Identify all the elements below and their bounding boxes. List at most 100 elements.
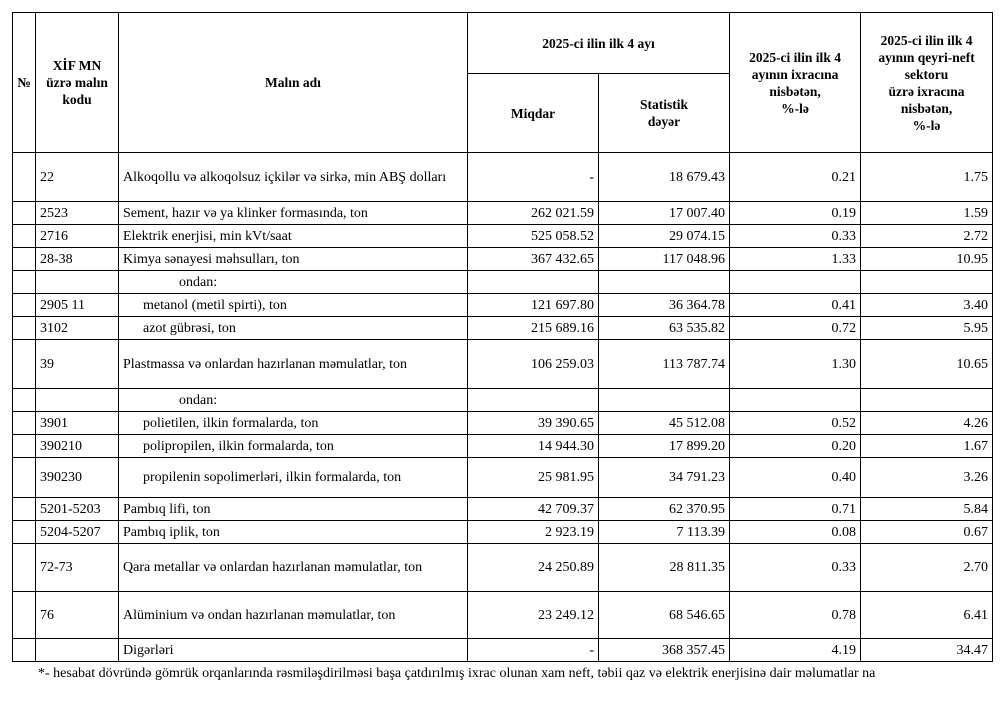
cell-share: 0.19 (729, 201, 862, 225)
header-cell: Statistik dəyər (597, 73, 731, 153)
cell-quantity: 42 709.37 (467, 497, 599, 521)
cell-share-nonoil: 6.41 (860, 591, 994, 639)
table-row: 76 Alüminium və ondan hazırlanan məmulatl… (12, 591, 994, 639)
cell-quantity: 24 250.89 (467, 543, 599, 592)
cell-value: 62 370.95 (597, 497, 731, 521)
cell-quantity: 23 249.12 (467, 591, 599, 639)
cell-share-nonoil: 3.40 (860, 293, 994, 317)
cell-share-nonoil: 1.67 (860, 434, 994, 458)
cell-no (12, 293, 36, 317)
cell-share: 0.52 (729, 411, 862, 435)
table-header: № XİF MN üzrə malın kodu Malın adı 2025-… (12, 12, 994, 153)
export-table: № XİF MN üzrə malın kodu Malın adı 2025-… (12, 12, 994, 662)
table-row: 2716 Elektrik enerjisi, min kVt/saat 525 0… (12, 224, 994, 248)
cell-value: 17 899.20 (597, 434, 731, 458)
cell-quantity (467, 270, 599, 294)
cell-code: 2716 (35, 224, 119, 248)
cell-code: 390230 (35, 457, 119, 498)
cell-no (12, 543, 36, 592)
cell-name: ondan: (118, 270, 468, 294)
cell-quantity: 262 021.59 (467, 201, 599, 225)
cell-name: Digərləri (118, 638, 468, 662)
cell-quantity: 215 689.16 (467, 316, 599, 340)
cell-code: 72-73 (35, 543, 119, 592)
cell-value: 7 113.39 (597, 520, 731, 544)
cell-code (35, 388, 119, 412)
cell-share-nonoil: 1.75 (860, 152, 994, 202)
table-row: 22 Alkoqollu və alkoqolsuz içkilər və sir… (12, 152, 994, 202)
cell-code: 2523 (35, 201, 119, 225)
cell-code: 390210 (35, 434, 119, 458)
cell-value: 28 811.35 (597, 543, 731, 592)
cell-share: 0.33 (729, 224, 862, 248)
cell-share: 4.19 (729, 638, 862, 662)
header-cell: Miqdar (467, 73, 599, 153)
cell-name: Kimya sənayesi məhsulları, ton (118, 247, 468, 271)
cell-code: 22 (35, 152, 119, 202)
cell-share: 0.72 (729, 316, 862, 340)
header-cell: 2025-ci ilin ilk 4 ayının ixracına nisbə… (729, 12, 862, 153)
table-row: ondan: (12, 388, 994, 412)
header-cell: № (12, 12, 36, 153)
cell-share-nonoil: 2.72 (860, 224, 994, 248)
cell-code (35, 270, 119, 294)
cell-quantity: 121 697.80 (467, 293, 599, 317)
cell-no (12, 497, 36, 521)
cell-value (597, 388, 731, 412)
cell-value: 63 535.82 (597, 316, 731, 340)
table-row: 390230 propilenin sopolimerləri, ilkin fo… (12, 457, 994, 498)
cell-share-nonoil (860, 388, 994, 412)
cell-name: Alüminium və ondan hazırlanan məmulatlar… (118, 591, 468, 639)
cell-share-nonoil: 34.47 (860, 638, 994, 662)
table-row: 28-38 Kimya sənayesi məhsulları, ton 367 4… (12, 247, 994, 271)
cell-code: 28-38 (35, 247, 119, 271)
cell-share: 0.33 (729, 543, 862, 592)
cell-no (12, 638, 36, 662)
cell-name: Qara metallar və onlardan hazırlanan məm… (118, 543, 468, 592)
cell-value: 18 679.43 (597, 152, 731, 202)
cell-quantity: 525 058.52 (467, 224, 599, 248)
cell-code: 3102 (35, 316, 119, 340)
cell-share-nonoil: 5.95 (860, 316, 994, 340)
cell-code: 2905 11 (35, 293, 119, 317)
cell-name: Plastmassa və onlardan hazırlanan məmula… (118, 339, 468, 389)
cell-no (12, 520, 36, 544)
cell-quantity: 39 390.65 (467, 411, 599, 435)
cell-no (12, 591, 36, 639)
cell-share-nonoil: 2.70 (860, 543, 994, 592)
cell-no (12, 201, 36, 225)
table-row: ondan: (12, 270, 994, 294)
table-body: 22 Alkoqollu və alkoqolsuz içkilər və sir… (12, 152, 994, 662)
cell-share-nonoil: 0.67 (860, 520, 994, 544)
cell-share: 0.20 (729, 434, 862, 458)
cell-quantity: 25 981.95 (467, 457, 599, 498)
table-row: 39 Plastmassa və onlardan hazırlanan məmu… (12, 339, 994, 389)
cell-no (12, 434, 36, 458)
table-row: 390210 polipropilen, ilkin formalarda, to… (12, 434, 994, 458)
cell-value: 29 074.15 (597, 224, 731, 248)
cell-share-nonoil: 10.65 (860, 339, 994, 389)
cell-share: 0.08 (729, 520, 862, 544)
cell-share: 0.78 (729, 591, 862, 639)
cell-value (597, 270, 731, 294)
header-cell: Malın adı (118, 12, 468, 153)
cell-no (12, 457, 36, 498)
cell-share-nonoil (860, 270, 994, 294)
cell-quantity: - (467, 152, 599, 202)
table-row: 3901 polietilen, ilkin formalarda, ton 39 … (12, 411, 994, 435)
cell-value: 368 357.45 (597, 638, 731, 662)
cell-name: Alkoqollu və alkoqolsuz içkilər və sirkə… (118, 152, 468, 202)
cell-code: 5204-5207 (35, 520, 119, 544)
cell-no (12, 316, 36, 340)
cell-quantity: 367 432.65 (467, 247, 599, 271)
header-row: Miqdar Statistik dəyər (13, 73, 993, 153)
cell-name: Pambıq iplik, ton (118, 520, 468, 544)
cell-value: 36 364.78 (597, 293, 731, 317)
cell-share: 0.40 (729, 457, 862, 498)
cell-share (729, 270, 862, 294)
cell-quantity: 106 259.03 (467, 339, 599, 389)
cell-share: 0.41 (729, 293, 862, 317)
cell-value: 45 512.08 (597, 411, 731, 435)
cell-code (35, 638, 119, 662)
